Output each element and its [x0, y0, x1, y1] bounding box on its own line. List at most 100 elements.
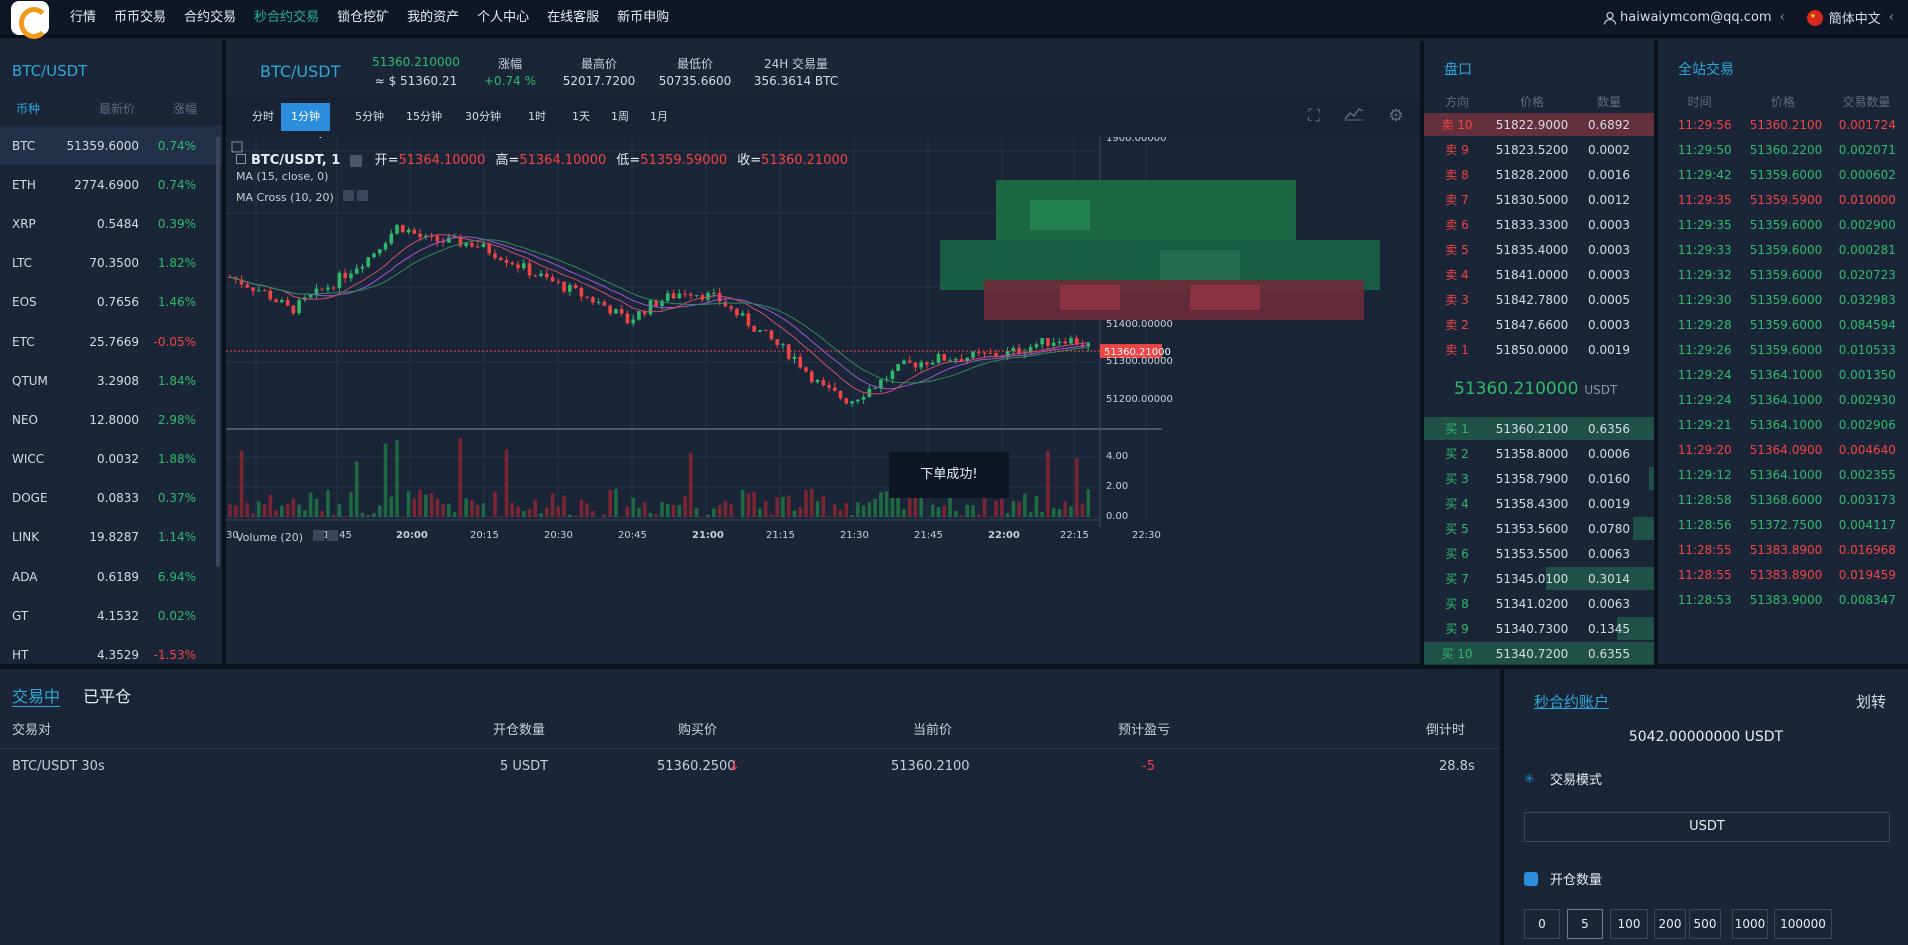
qty-option-button[interactable]: 1000: [1732, 909, 1768, 939]
nav-item[interactable]: 币币交易: [114, 9, 167, 25]
market-row[interactable]: GT 4.1532 0.02%: [0, 596, 222, 635]
candle-body: [925, 362, 929, 365]
nav-item[interactable]: 我的资产: [407, 9, 460, 25]
market-row[interactable]: ETH 2774.6900 0.74%: [0, 165, 222, 204]
tab-closed[interactable]: 已平仓: [83, 687, 132, 706]
legend-collapse-icon[interactable]: [236, 154, 246, 164]
timeframe-button[interactable]: 15分钟: [406, 110, 442, 123]
bid-row[interactable]: 买 1 51360.2100 0.6356: [1424, 416, 1654, 441]
bid-row[interactable]: 买 5 51353.5600 0.0780: [1424, 516, 1654, 541]
volume-bar: [285, 504, 290, 517]
user-email[interactable]: haiwaiymcom@qq.com: [1620, 10, 1772, 25]
market-row[interactable]: HT 4.3529 -1.53%: [0, 635, 222, 674]
logo[interactable]: [11, 0, 49, 39]
col-symbol[interactable]: 币种: [16, 101, 41, 116]
transfer-button[interactable]: 划转: [1855, 693, 1886, 711]
legend-eye-icon[interactable]: [350, 154, 363, 167]
ask-row[interactable]: 卖 4 51841.0000 0.0003: [1424, 262, 1654, 287]
timeframe-button[interactable]: 5分钟: [355, 110, 384, 123]
qty-option-button[interactable]: 100: [1610, 909, 1648, 939]
market-change: 0.37%: [157, 491, 196, 506]
bid-row[interactable]: 买 2 51358.8000 0.0006: [1424, 441, 1654, 466]
nav-item[interactable]: 个人中心: [477, 9, 530, 25]
nav-item[interactable]: 合约交易: [184, 9, 237, 25]
language-selector[interactable]: 簡体中文: [1828, 12, 1881, 27]
bid-row[interactable]: 买 9 51340.7300 0.1345: [1424, 616, 1654, 641]
chevron-icon[interactable]: ‹: [1779, 10, 1785, 25]
timeframe-button[interactable]: 1周: [611, 110, 629, 123]
market-row[interactable]: DOGE 0.0833 0.37%: [0, 479, 222, 518]
ask-row[interactable]: 卖 7 51830.5000 0.0012: [1424, 187, 1654, 212]
qty-option-button[interactable]: 0: [1524, 909, 1560, 939]
fullscreen-icon[interactable]: ⛶: [1308, 106, 1320, 126]
chevron-icon[interactable]: ‹: [1888, 10, 1894, 25]
ask-row[interactable]: 卖 6 51833.3300 0.0003: [1424, 212, 1654, 237]
nav-item[interactable]: 新币申购: [617, 9, 670, 25]
timeframe-button[interactable]: 1时: [528, 110, 546, 123]
market-row[interactable]: NEO 12.8000 2.98%: [0, 400, 222, 439]
qty-option-button[interactable]: 5: [1567, 909, 1603, 939]
volume-bar: [786, 495, 791, 517]
market-row[interactable]: XRP 0.5484 0.39%: [0, 204, 222, 243]
tab-trading[interactable]: 交易中: [12, 687, 61, 707]
ask-row[interactable]: 卖 2 51847.6600 0.0003: [1424, 312, 1654, 337]
timeframe-button[interactable]: 30分钟: [465, 110, 501, 123]
bid-row[interactable]: 买 8 51341.0200 0.0063: [1424, 591, 1654, 616]
settings-icon[interactable]: [343, 190, 355, 201]
bid-row[interactable]: 买 7 51345.0100 0.3014: [1424, 566, 1654, 591]
volume-bar: [689, 453, 693, 517]
volume-bar: [452, 512, 457, 517]
bid-row[interactable]: 买 10 51340.7200 0.6355: [1424, 641, 1654, 666]
ask-row[interactable]: 卖 3 51842.7800 0.0005: [1424, 287, 1654, 312]
bid-row[interactable]: 买 3 51358.7900 0.0160: [1424, 466, 1654, 491]
ask-row[interactable]: 卖 10 51822.9000 0.6892: [1424, 112, 1654, 137]
close-icon[interactable]: [326, 530, 338, 541]
qty-option-button[interactable]: 500: [1689, 909, 1721, 939]
nav-item[interactable]: 秒合约交易: [254, 9, 320, 25]
timeframe-button[interactable]: 分时: [252, 110, 274, 123]
close-icon[interactable]: [357, 190, 369, 201]
ask-row[interactable]: 卖 9 51823.5200 0.0002: [1424, 137, 1654, 162]
col-change[interactable]: 涨幅: [172, 101, 197, 116]
qty-option-button[interactable]: 100000: [1774, 909, 1832, 939]
timeframe-button[interactable]: 1月: [650, 110, 668, 123]
ask-row[interactable]: 卖 8 51828.2000 0.0016: [1424, 162, 1654, 187]
market-row[interactable]: WICC 0.0032 1.88%: [0, 440, 222, 479]
volume-bar: [884, 491, 889, 517]
settings-icon[interactable]: [312, 530, 324, 541]
indicator-icon[interactable]: [1343, 105, 1365, 127]
bid-row[interactable]: 买 4 51358.4300 0.0019: [1424, 491, 1654, 516]
market-row[interactable]: LINK 19.8287 1.14%: [0, 518, 222, 557]
nav-item[interactable]: 在线客服: [547, 9, 600, 25]
timeframe-button[interactable]: 1分钟: [281, 103, 330, 131]
nav-item[interactable]: 行情: [70, 9, 97, 25]
account-title[interactable]: 秒合约账户: [1534, 693, 1610, 711]
market-row[interactable]: QTUM 3.2908 1.84%: [0, 361, 222, 400]
nav-item[interactable]: 锁仓挖矿: [337, 9, 390, 25]
market-price: 0.6189: [97, 569, 139, 584]
settings-gear-icon[interactable]: ⚙: [1388, 106, 1404, 126]
volume-bar: [804, 489, 808, 517]
scrollbar[interactable]: [216, 137, 220, 567]
volume-bar: [297, 504, 301, 517]
collapse-icon[interactable]: [231, 141, 243, 153]
market-row[interactable]: LTC 70.3500 1.82%: [0, 244, 222, 283]
trade-mode-usdt-button[interactable]: USDT: [1524, 812, 1890, 842]
kline-svg[interactable]: 51360.210001900.0000051500.0000051400.00…: [226, 137, 1420, 664]
trade-time: 11:29:35: [1677, 217, 1732, 232]
qty-option-button[interactable]: 200: [1654, 909, 1686, 939]
market-row[interactable]: ETC 25.7669 -0.05%: [0, 322, 222, 361]
market-row[interactable]: BTC 51359.6000 0.74%: [0, 126, 222, 166]
market-row[interactable]: ADA 0.6189 6.94%: [0, 557, 222, 596]
timeframe-button[interactable]: 1天: [572, 110, 590, 123]
bid-row[interactable]: 买 6 51353.5500 0.0063: [1424, 541, 1654, 566]
trade-qty: 0.002355: [1838, 467, 1896, 482]
volume-bar: [291, 498, 296, 517]
market-row[interactable]: EOS 0.7656 1.46%: [0, 283, 222, 322]
volume-bar: [274, 510, 278, 517]
price-tick-label: 51200.00000: [1106, 394, 1173, 405]
col-price[interactable]: 最新价: [98, 101, 135, 116]
ask-row[interactable]: 卖 1 51850.0000 0.0019: [1424, 337, 1654, 362]
trades-header: 时间 价格 交易数量: [1658, 90, 1908, 112]
ask-row[interactable]: 卖 5 51835.4000 0.0003: [1424, 237, 1654, 262]
